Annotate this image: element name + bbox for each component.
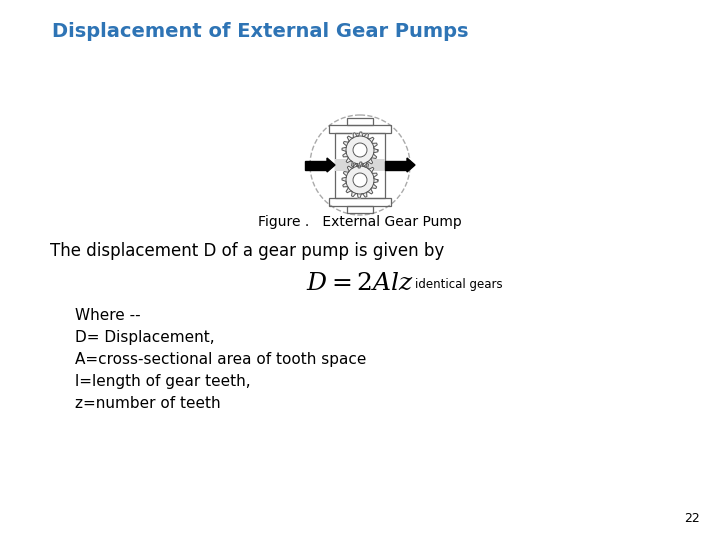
Text: z=number of teeth: z=number of teeth (75, 396, 220, 411)
Bar (335, 159, 385, 171)
Circle shape (353, 143, 367, 157)
Circle shape (346, 136, 374, 164)
Circle shape (346, 166, 374, 194)
Bar (335, 132, 385, 198)
Text: 22: 22 (684, 512, 700, 525)
Text: Figure .   External Gear Pump: Figure . External Gear Pump (258, 215, 462, 229)
Text: Displacement of External Gear Pumps: Displacement of External Gear Pumps (52, 22, 469, 41)
Polygon shape (385, 160, 407, 170)
Bar (347, 118, 373, 125)
Polygon shape (327, 158, 335, 172)
Text: $D = 2Alz$: $D = 2Alz$ (306, 272, 414, 295)
Bar (347, 206, 373, 213)
Polygon shape (305, 160, 327, 170)
Text: l=length of gear teeth,: l=length of gear teeth, (75, 374, 251, 389)
Text: D= Displacement,: D= Displacement, (75, 330, 215, 345)
Text: A=cross-sectional area of tooth space: A=cross-sectional area of tooth space (75, 352, 366, 367)
Bar (329, 198, 391, 206)
Text: identical gears: identical gears (415, 278, 503, 291)
Text: The displacement D of a gear pump is given by: The displacement D of a gear pump is giv… (50, 242, 444, 260)
Polygon shape (342, 162, 378, 198)
Polygon shape (342, 132, 378, 168)
Text: Where --: Where -- (75, 308, 140, 323)
Polygon shape (407, 158, 415, 172)
Circle shape (353, 173, 367, 187)
Bar (329, 125, 391, 132)
